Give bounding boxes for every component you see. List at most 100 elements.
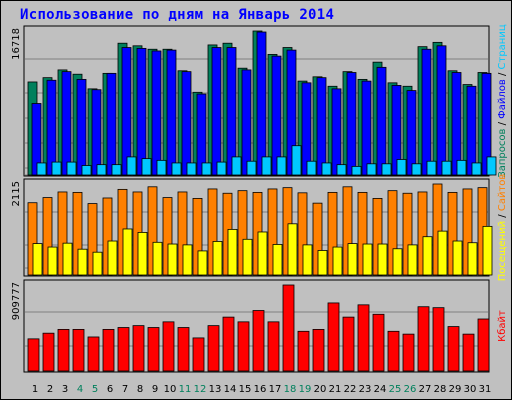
bar-visitors-0-day-20 bbox=[312, 202, 323, 276]
legend-entry-requests-3: / bbox=[497, 69, 508, 79]
bar-requests-2-day-8 bbox=[141, 158, 152, 176]
panel-visitors-ymax-label: 2115 bbox=[11, 181, 22, 206]
bar-requests-1-day-4 bbox=[76, 78, 87, 176]
x-tick-label-day-10: 10 bbox=[164, 384, 177, 395]
bar-traffic-0-day-27 bbox=[417, 306, 430, 372]
bar-visitors-1-day-7 bbox=[122, 228, 133, 276]
bar-requests-1-day-21 bbox=[331, 88, 342, 176]
panel-visitors-legend: Посещений / Сайтов bbox=[497, 174, 508, 282]
bar-requests-1-day-22 bbox=[346, 72, 357, 176]
bar-visitors-0-day-10 bbox=[162, 197, 173, 276]
bar-requests-2-day-17 bbox=[276, 156, 287, 176]
bar-traffic-0-day-14 bbox=[222, 316, 235, 372]
x-tick-label-day-4: 4 bbox=[77, 384, 83, 395]
bar-visitors-1-day-10 bbox=[167, 243, 178, 276]
bar-requests-2-day-13 bbox=[216, 161, 227, 176]
legend-entry-visitors-2: Сайтов bbox=[497, 174, 508, 212]
bar-visitors-1-day-30 bbox=[467, 242, 478, 276]
x-tick-label-day-19: 19 bbox=[299, 384, 312, 395]
bar-requests-1-day-29 bbox=[451, 72, 462, 176]
bar-traffic-0-day-31 bbox=[477, 318, 490, 372]
bar-visitors-1-day-3 bbox=[62, 242, 73, 276]
bar-requests-2-day-29 bbox=[456, 159, 467, 176]
bar-requests-2-day-15 bbox=[246, 160, 257, 176]
x-tick-label-day-16: 16 bbox=[254, 384, 267, 395]
bar-traffic-0-day-17 bbox=[267, 321, 280, 372]
bar-visitors-0-day-4 bbox=[72, 191, 83, 276]
bar-traffic-0-day-26 bbox=[402, 333, 415, 372]
x-tick-label-day-3: 3 bbox=[62, 384, 68, 395]
bar-visitors-1-day-23 bbox=[362, 243, 373, 276]
x-tick-label-day-22: 22 bbox=[344, 384, 357, 395]
bar-requests-2-day-14 bbox=[231, 156, 242, 176]
bar-requests-1-day-30 bbox=[466, 85, 477, 176]
bar-requests-1-day-27 bbox=[421, 48, 432, 176]
x-axis-labels: 1 2 3 4 5 6 7 8 9 10 11 12 13 14 15 16 17 18 19 20 21 22 23 24 2… bbox=[32, 384, 492, 395]
bar-traffic-0-day-4 bbox=[72, 329, 85, 372]
x-tick-label-day-2: 2 bbox=[47, 384, 53, 395]
bar-traffic-0-day-21 bbox=[327, 302, 340, 372]
x-tick-label-day-11: 11 bbox=[179, 384, 192, 395]
bar-traffic-0-day-22 bbox=[342, 316, 355, 372]
bar-traffic-0-day-15 bbox=[237, 321, 250, 372]
bar-visitors-1-day-19 bbox=[302, 244, 313, 276]
bar-visitors-1-day-17 bbox=[272, 244, 283, 276]
x-tick-label-day-20: 20 bbox=[314, 384, 327, 395]
bar-visitors-0-day-5 bbox=[87, 203, 98, 276]
bar-visitors-0-day-28 bbox=[432, 183, 443, 276]
bar-requests-2-day-12 bbox=[201, 162, 212, 176]
bar-requests-2-day-28 bbox=[441, 160, 452, 176]
bar-traffic-0-day-18 bbox=[282, 284, 295, 372]
bar-requests-2-day-18 bbox=[291, 145, 302, 176]
bar-visitors-1-day-13 bbox=[212, 241, 223, 276]
bar-requests-1-day-6 bbox=[106, 72, 117, 176]
bar-requests-2-day-27 bbox=[426, 160, 437, 176]
bar-requests-2-day-11 bbox=[186, 162, 197, 176]
bar-requests-2-day-16 bbox=[261, 156, 272, 176]
panel-requests: 16718 Запросов / Файлов / Страниц bbox=[11, 24, 508, 177]
bar-visitors-0-day-11 bbox=[177, 191, 188, 276]
x-tick-label-day-6: 6 bbox=[107, 384, 113, 395]
bar-visitors-1-day-21 bbox=[332, 246, 343, 276]
bar-requests-1-day-15 bbox=[241, 69, 252, 176]
bar-requests-1-day-26 bbox=[406, 90, 417, 176]
bar-visitors-1-day-20 bbox=[317, 250, 328, 276]
bar-requests-2-day-22 bbox=[351, 165, 362, 176]
bar-requests-1-day-3 bbox=[61, 71, 72, 176]
bar-requests-1-day-16 bbox=[256, 31, 267, 176]
bar-requests-1-day-18 bbox=[286, 49, 297, 176]
bar-requests-2-day-31 bbox=[486, 156, 497, 176]
panel-traffic: 909777 Кбайт bbox=[11, 279, 508, 373]
bar-traffic-0-day-20 bbox=[312, 329, 325, 372]
bar-visitors-1-day-29 bbox=[452, 240, 463, 276]
x-tick-label-day-13: 13 bbox=[209, 384, 222, 395]
bar-traffic-0-day-9 bbox=[147, 327, 160, 372]
bar-requests-2-day-23 bbox=[366, 163, 377, 176]
x-tick-label-day-21: 21 bbox=[329, 384, 342, 395]
legend-entry-requests-4: Страниц bbox=[497, 24, 508, 69]
x-tick-label-day-27: 27 bbox=[419, 384, 432, 395]
x-tick-label-day-29: 29 bbox=[449, 384, 462, 395]
bar-requests-1-day-12 bbox=[196, 93, 207, 176]
bar-visitors-0-day-26 bbox=[402, 192, 413, 276]
bar-visitors-0-day-1 bbox=[27, 202, 38, 276]
panel-traffic-ymax-label: 909777 bbox=[11, 282, 22, 320]
x-tick-label-day-1: 1 bbox=[32, 384, 38, 395]
bar-visitors-1-day-12 bbox=[197, 250, 208, 276]
bar-visitors-1-day-5 bbox=[92, 251, 103, 276]
bar-visitors-0-day-21 bbox=[327, 191, 338, 276]
x-tick-label-day-9: 9 bbox=[152, 384, 158, 395]
x-tick-label-day-31: 31 bbox=[479, 384, 492, 395]
bar-requests-1-day-2 bbox=[46, 79, 57, 176]
x-tick-label-day-12: 12 bbox=[194, 384, 207, 395]
legend-entry-visitors-1: / bbox=[497, 211, 508, 221]
bar-requests-2-day-20 bbox=[321, 162, 332, 176]
bar-requests-1-day-17 bbox=[271, 55, 282, 176]
bar-traffic-0-day-28 bbox=[432, 307, 445, 372]
bar-visitors-1-day-31 bbox=[482, 225, 493, 276]
bar-visitors-1-day-2 bbox=[47, 246, 58, 276]
bar-requests-2-day-4 bbox=[81, 165, 92, 176]
bar-traffic-0-day-5 bbox=[87, 336, 100, 372]
x-tick-label-day-25: 25 bbox=[389, 384, 402, 395]
bar-visitors-0-day-13 bbox=[207, 188, 218, 276]
